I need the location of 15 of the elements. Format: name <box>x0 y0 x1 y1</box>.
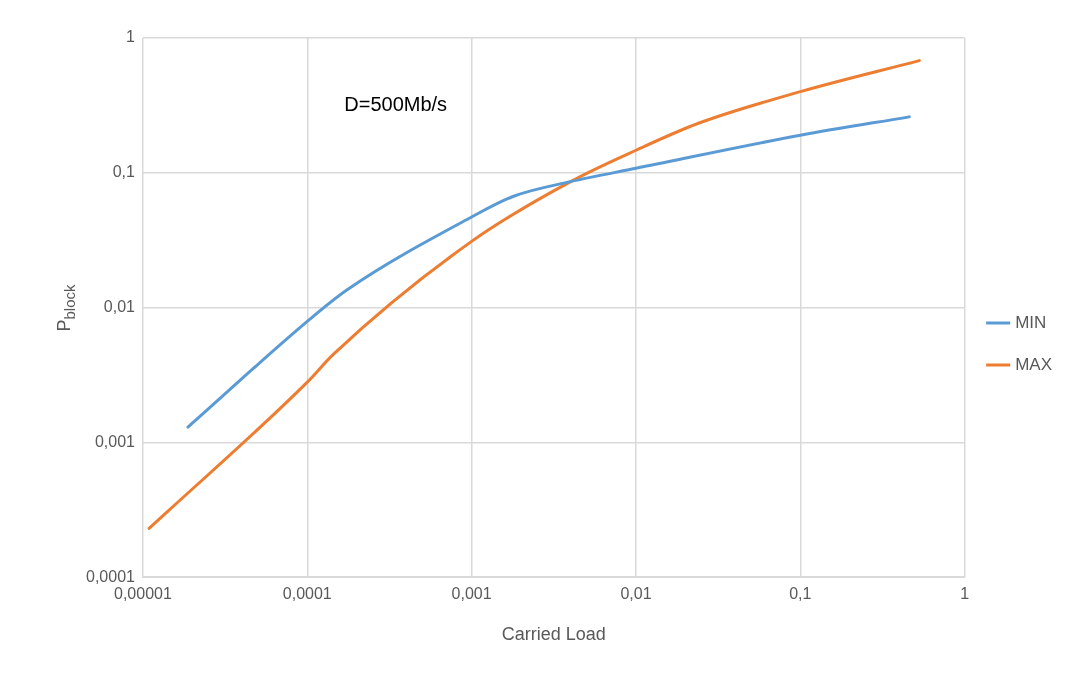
y-tick-label: 0,001 <box>94 432 136 450</box>
x-axis-title: Carried Load <box>501 624 606 645</box>
y-tick-label: 0,01 <box>103 298 136 316</box>
x-tick-label: 0,1 <box>789 585 812 603</box>
y-tick-label: 1 <box>126 28 136 46</box>
annotation: D=500Mb/s <box>344 92 448 115</box>
x-tick-label: 0,00001 <box>114 585 172 603</box>
x-tick-label: 1 <box>960 585 970 603</box>
legend-label: MAX <box>1015 354 1052 374</box>
x-tick-label: 0,01 <box>620 585 652 603</box>
x-tick-label: 0,0001 <box>282 585 332 603</box>
x-tick-label: 0,001 <box>451 585 492 603</box>
y-tick-label: 0,1 <box>112 163 136 181</box>
y-tick-label: 0,0001 <box>86 567 136 585</box>
legend-label: MIN <box>1015 312 1047 332</box>
